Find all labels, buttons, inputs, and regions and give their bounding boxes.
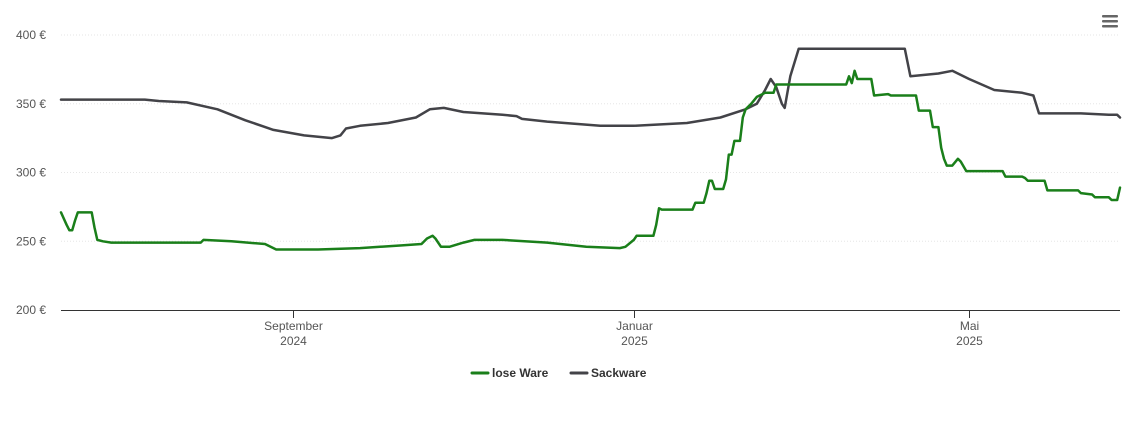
y-tick-label: 200 € (16, 303, 46, 317)
y-tick-label: 350 € (16, 97, 46, 111)
series-line-sackware (59, 47, 1122, 140)
legend-item-sackware[interactable]: Sackware (569, 366, 647, 380)
series-lines (59, 47, 1122, 251)
y-tick-label: 250 € (16, 234, 46, 248)
x-tick-label-month: Januar (616, 319, 653, 333)
x-tick-label-year: 2025 (956, 334, 983, 348)
legend: lose Ware Sackware (470, 366, 647, 380)
legend-label: lose Ware (492, 366, 549, 380)
x-tick-label-month: September (264, 319, 323, 333)
x-tick-label-month: Mai (960, 319, 979, 333)
x-tick-label-year: 2025 (621, 334, 648, 348)
y-tick-label: 300 € (16, 166, 46, 180)
grid-lines (61, 34, 1120, 242)
hamburger-menu-icon[interactable] (1098, 12, 1122, 32)
legend-item-lose-ware[interactable]: lose Ware (470, 366, 549, 380)
series-line-lose-ware (59, 69, 1122, 251)
y-axis: 200 € 250 € 300 € 350 € 400 € (16, 28, 46, 317)
legend-label: Sackware (591, 366, 647, 380)
y-tick-label: 400 € (16, 28, 46, 42)
x-tick-label-year: 2024 (280, 334, 307, 348)
